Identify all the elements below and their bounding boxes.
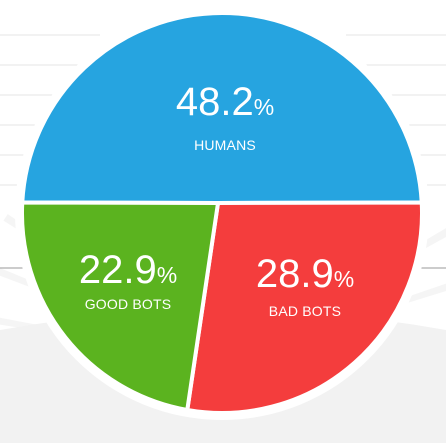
slice-humans[interactable] <box>20 11 424 205</box>
background-ray <box>223 283 446 360</box>
slice-label-bad-bots: BAD BOTS <box>269 303 341 319</box>
label-good-bots: 22.9% GOOD BOTS <box>79 248 177 312</box>
slice-value-number: 28.9 <box>256 252 334 296</box>
slice-value-unit: % <box>254 94 274 120</box>
slice-value-number: 22.9 <box>79 248 157 292</box>
label-bad-bots: 28.9% BAD BOTS <box>256 252 354 319</box>
slice-label-good-bots: GOOD BOTS <box>85 296 172 312</box>
slice-value-bad-bots: 28.9% <box>256 252 354 296</box>
label-humans: 48.2% HUMANS <box>176 80 274 153</box>
slice-value-unit: % <box>157 262 177 288</box>
slice-value-number: 48.2 <box>176 80 254 124</box>
slice-good-bots[interactable] <box>20 200 220 412</box>
slice-bad-bots[interactable] <box>185 200 424 415</box>
slice-value-humans: 48.2% <box>176 80 274 124</box>
slice-label-humans: HUMANS <box>194 137 256 153</box>
slice-value-unit: % <box>334 266 354 292</box>
slice-value-good-bots: 22.9% <box>79 248 177 292</box>
pie-labels: 48.2% HUMANS 28.9% BAD BOTS 22.9% GOOD BOTS <box>79 80 354 319</box>
pie-slices <box>20 11 424 415</box>
